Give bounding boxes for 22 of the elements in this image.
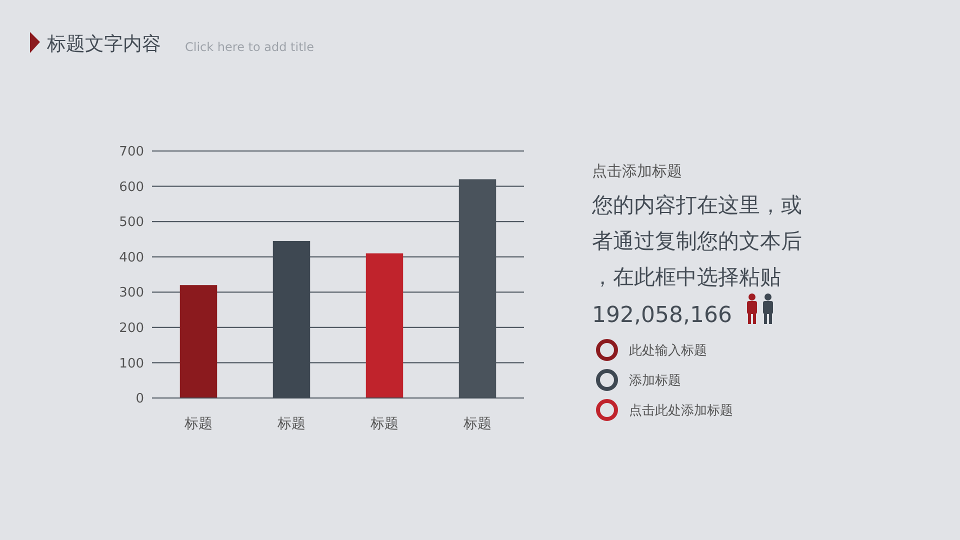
text: 点击此处添加标题 — [629, 404, 733, 419]
y-tick-label: 700 — [119, 144, 144, 160]
text: 点击添加标题 — [592, 162, 682, 180]
text: 192,058,166 — [592, 303, 732, 328]
y-tick-label: 0 — [136, 392, 144, 407]
y-tick-label: 600 — [119, 180, 144, 195]
y-tick-label: 400 — [119, 250, 144, 266]
text: 此处输入标题 — [629, 344, 707, 359]
text: Click here to add title — [185, 40, 314, 54]
text: 您的内容打在这里，或者通过复制您的文本后，在此框中选择粘贴 — [591, 193, 802, 289]
x-tick-label: 标题 — [370, 416, 398, 432]
x-tick-label: 标题 — [462, 416, 492, 432]
bar — [366, 253, 404, 398]
text: 添加标题 — [629, 374, 681, 389]
y-tick-label: 200 — [119, 320, 144, 336]
x-tick-label: 标题 — [184, 416, 212, 432]
y-tick-label: 300 — [119, 286, 144, 301]
chart-title: 标题文字内容 — [46, 33, 161, 55]
bar — [180, 285, 218, 398]
y-tick-label: 100 — [119, 356, 144, 372]
x-tick-label: 标题 — [276, 416, 306, 432]
y-tick-label: 500 — [119, 215, 144, 230]
